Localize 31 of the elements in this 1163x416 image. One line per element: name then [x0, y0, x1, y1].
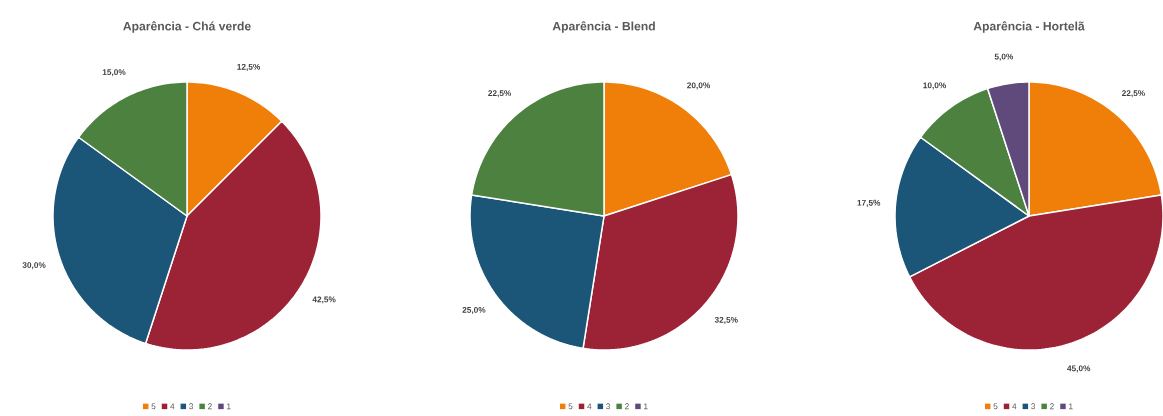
legend-label: 3: [1031, 403, 1036, 410]
data-label: 25,0%: [462, 307, 486, 315]
chart-title: Aparência - Chá verde: [123, 21, 251, 33]
legend-label: 1: [227, 403, 231, 410]
data-label: 12,5%: [237, 63, 261, 71]
data-label: 32,5%: [714, 316, 738, 324]
legend-label: 3: [606, 403, 611, 410]
legend-label: 5: [568, 403, 573, 410]
legend-label: 2: [625, 403, 629, 410]
data-label: 30,0%: [22, 262, 46, 270]
data-label: 15,0%: [102, 69, 126, 77]
data-label: 17,5%: [857, 199, 881, 207]
legend-label: 1: [1069, 403, 1073, 410]
legend-label: 4: [170, 403, 175, 410]
legend-label: 4: [1012, 403, 1017, 410]
legend-label: 2: [208, 403, 212, 410]
legend-label: 5: [993, 403, 998, 410]
legend-label: 1: [644, 403, 648, 410]
data-label: 20,0%: [687, 82, 711, 90]
chart-title: Aparência - Hortelã: [973, 21, 1085, 33]
legend-label: 2: [1050, 403, 1054, 410]
data-label: 22,5%: [488, 90, 512, 98]
chart-title: Aparência - Blend: [552, 21, 655, 33]
legend-label: 4: [587, 403, 592, 410]
data-label: 10,0%: [923, 82, 946, 90]
data-label: 22,5%: [1122, 90, 1145, 98]
data-label: 5,0%: [994, 53, 1014, 61]
data-label: 45,0%: [1067, 365, 1091, 373]
legend-label: 5: [151, 403, 156, 410]
data-label: 42,5%: [312, 296, 336, 304]
legend-label: 3: [189, 403, 194, 410]
